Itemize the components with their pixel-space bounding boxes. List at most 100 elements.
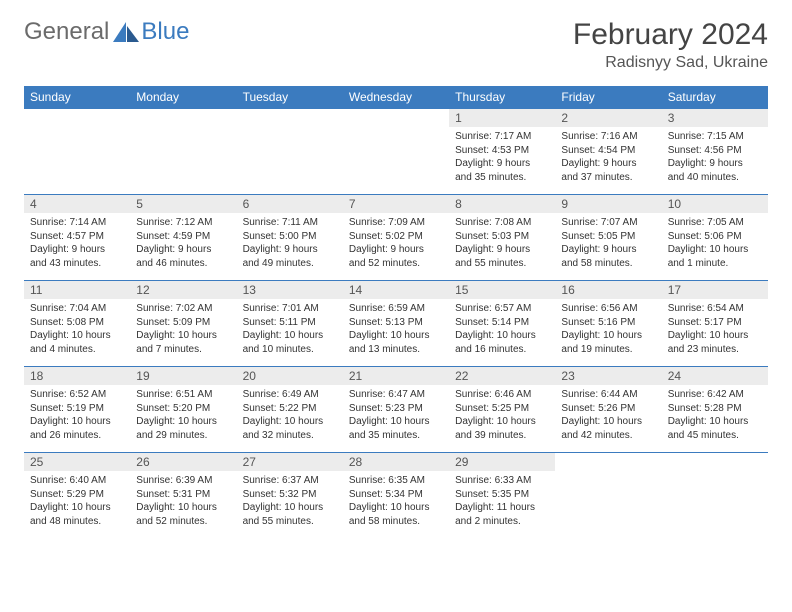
day-daylight2: and 4 minutes.: [30, 343, 124, 357]
calendar-day-cell: [555, 453, 661, 539]
day-details: Sunrise: 7:04 AMSunset: 5:08 PMDaylight:…: [24, 299, 130, 360]
calendar-day-cell: 5Sunrise: 7:12 AMSunset: 4:59 PMDaylight…: [130, 195, 236, 281]
day-sunrise: Sunrise: 7:11 AM: [243, 216, 337, 230]
day-sunset: Sunset: 5:31 PM: [136, 488, 230, 502]
day-daylight1: Daylight: 10 hours: [243, 501, 337, 515]
day-sunset: Sunset: 5:28 PM: [668, 402, 762, 416]
day-number: 15: [449, 281, 555, 299]
day-sunrise: Sunrise: 6:44 AM: [561, 388, 655, 402]
day-number: 8: [449, 195, 555, 213]
day-daylight2: and 35 minutes.: [349, 429, 443, 443]
day-daylight1: Daylight: 10 hours: [668, 329, 762, 343]
day-details: Sunrise: 6:40 AMSunset: 5:29 PMDaylight:…: [24, 471, 130, 532]
day-number: 28: [343, 453, 449, 471]
header: General Blue February 2024 Radisnyy Sad,…: [24, 18, 768, 72]
day-number: 9: [555, 195, 661, 213]
day-details: Sunrise: 6:54 AMSunset: 5:17 PMDaylight:…: [662, 299, 768, 360]
day-details: Sunrise: 7:01 AMSunset: 5:11 PMDaylight:…: [237, 299, 343, 360]
day-daylight2: and 52 minutes.: [349, 257, 443, 271]
day-sunset: Sunset: 4:59 PM: [136, 230, 230, 244]
logo: General Blue: [24, 18, 189, 46]
day-number: 22: [449, 367, 555, 385]
day-sunset: Sunset: 5:02 PM: [349, 230, 443, 244]
calendar-day-cell: 11Sunrise: 7:04 AMSunset: 5:08 PMDayligh…: [24, 281, 130, 367]
day-daylight1: Daylight: 10 hours: [30, 501, 124, 515]
title-block: February 2024 Radisnyy Sad, Ukraine: [573, 18, 768, 72]
day-sunset: Sunset: 5:05 PM: [561, 230, 655, 244]
day-details: Sunrise: 6:42 AMSunset: 5:28 PMDaylight:…: [662, 385, 768, 446]
day-number: 27: [237, 453, 343, 471]
day-sunrise: Sunrise: 7:01 AM: [243, 302, 337, 316]
day-details: Sunrise: 6:33 AMSunset: 5:35 PMDaylight:…: [449, 471, 555, 532]
calendar-day-cell: 23Sunrise: 6:44 AMSunset: 5:26 PMDayligh…: [555, 367, 661, 453]
calendar-day-cell: 2Sunrise: 7:16 AMSunset: 4:54 PMDaylight…: [555, 109, 661, 195]
day-daylight1: Daylight: 10 hours: [136, 501, 230, 515]
day-details: Sunrise: 6:59 AMSunset: 5:13 PMDaylight:…: [343, 299, 449, 360]
day-daylight1: Daylight: 9 hours: [561, 157, 655, 171]
calendar-table: Sunday Monday Tuesday Wednesday Thursday…: [24, 86, 768, 539]
day-sunrise: Sunrise: 6:35 AM: [349, 474, 443, 488]
day-daylight1: Daylight: 10 hours: [349, 329, 443, 343]
day-sunrise: Sunrise: 7:17 AM: [455, 130, 549, 144]
day-sunrise: Sunrise: 7:05 AM: [668, 216, 762, 230]
calendar-day-cell: 19Sunrise: 6:51 AMSunset: 5:20 PMDayligh…: [130, 367, 236, 453]
day-details: Sunrise: 7:15 AMSunset: 4:56 PMDaylight:…: [662, 127, 768, 188]
logo-text-blue: Blue: [141, 18, 189, 46]
logo-text-gray: General: [24, 18, 109, 46]
day-daylight2: and 26 minutes.: [30, 429, 124, 443]
day-number: 5: [130, 195, 236, 213]
day-details: Sunrise: 7:12 AMSunset: 4:59 PMDaylight:…: [130, 213, 236, 274]
day-details: Sunrise: 6:46 AMSunset: 5:25 PMDaylight:…: [449, 385, 555, 446]
calendar-day-cell: 8Sunrise: 7:08 AMSunset: 5:03 PMDaylight…: [449, 195, 555, 281]
day-daylight2: and 48 minutes.: [30, 515, 124, 529]
day-daylight1: Daylight: 10 hours: [561, 415, 655, 429]
calendar-week-row: 11Sunrise: 7:04 AMSunset: 5:08 PMDayligh…: [24, 281, 768, 367]
day-sunset: Sunset: 4:56 PM: [668, 144, 762, 158]
day-daylight1: Daylight: 10 hours: [136, 329, 230, 343]
day-daylight1: Daylight: 9 hours: [668, 157, 762, 171]
calendar-day-cell: 4Sunrise: 7:14 AMSunset: 4:57 PMDaylight…: [24, 195, 130, 281]
day-daylight1: Daylight: 11 hours: [455, 501, 549, 515]
day-daylight1: Daylight: 9 hours: [349, 243, 443, 257]
day-sunrise: Sunrise: 7:12 AM: [136, 216, 230, 230]
calendar-day-cell: 12Sunrise: 7:02 AMSunset: 5:09 PMDayligh…: [130, 281, 236, 367]
day-daylight2: and 55 minutes.: [455, 257, 549, 271]
calendar-day-cell: 10Sunrise: 7:05 AMSunset: 5:06 PMDayligh…: [662, 195, 768, 281]
day-daylight2: and 42 minutes.: [561, 429, 655, 443]
day-daylight1: Daylight: 10 hours: [136, 415, 230, 429]
day-sunrise: Sunrise: 6:56 AM: [561, 302, 655, 316]
day-daylight1: Daylight: 10 hours: [455, 329, 549, 343]
day-sunrise: Sunrise: 6:52 AM: [30, 388, 124, 402]
location-text: Radisnyy Sad, Ukraine: [573, 54, 768, 72]
calendar-day-cell: 24Sunrise: 6:42 AMSunset: 5:28 PMDayligh…: [662, 367, 768, 453]
calendar-day-cell: 9Sunrise: 7:07 AMSunset: 5:05 PMDaylight…: [555, 195, 661, 281]
calendar-day-cell: 6Sunrise: 7:11 AMSunset: 5:00 PMDaylight…: [237, 195, 343, 281]
calendar-day-cell: [237, 109, 343, 195]
day-sunset: Sunset: 5:32 PM: [243, 488, 337, 502]
day-daylight1: Daylight: 9 hours: [30, 243, 124, 257]
day-daylight1: Daylight: 10 hours: [243, 415, 337, 429]
weekday-header: Monday: [130, 86, 236, 109]
day-sunrise: Sunrise: 6:51 AM: [136, 388, 230, 402]
calendar-week-row: 18Sunrise: 6:52 AMSunset: 5:19 PMDayligh…: [24, 367, 768, 453]
day-daylight1: Daylight: 9 hours: [455, 243, 549, 257]
calendar-day-cell: [130, 109, 236, 195]
day-daylight2: and 13 minutes.: [349, 343, 443, 357]
page-title: February 2024: [573, 18, 768, 52]
day-daylight1: Daylight: 9 hours: [561, 243, 655, 257]
day-details: Sunrise: 6:52 AMSunset: 5:19 PMDaylight:…: [24, 385, 130, 446]
calendar-day-cell: [662, 453, 768, 539]
day-number: 20: [237, 367, 343, 385]
day-sunset: Sunset: 5:19 PM: [30, 402, 124, 416]
day-sunset: Sunset: 5:00 PM: [243, 230, 337, 244]
day-sunset: Sunset: 5:26 PM: [561, 402, 655, 416]
day-sunrise: Sunrise: 6:37 AM: [243, 474, 337, 488]
day-daylight1: Daylight: 9 hours: [243, 243, 337, 257]
day-daylight2: and 45 minutes.: [668, 429, 762, 443]
day-sunrise: Sunrise: 6:47 AM: [349, 388, 443, 402]
day-details: Sunrise: 6:56 AMSunset: 5:16 PMDaylight:…: [555, 299, 661, 360]
calendar-day-cell: 18Sunrise: 6:52 AMSunset: 5:19 PMDayligh…: [24, 367, 130, 453]
day-number: 21: [343, 367, 449, 385]
day-number: 7: [343, 195, 449, 213]
day-daylight2: and 39 minutes.: [455, 429, 549, 443]
